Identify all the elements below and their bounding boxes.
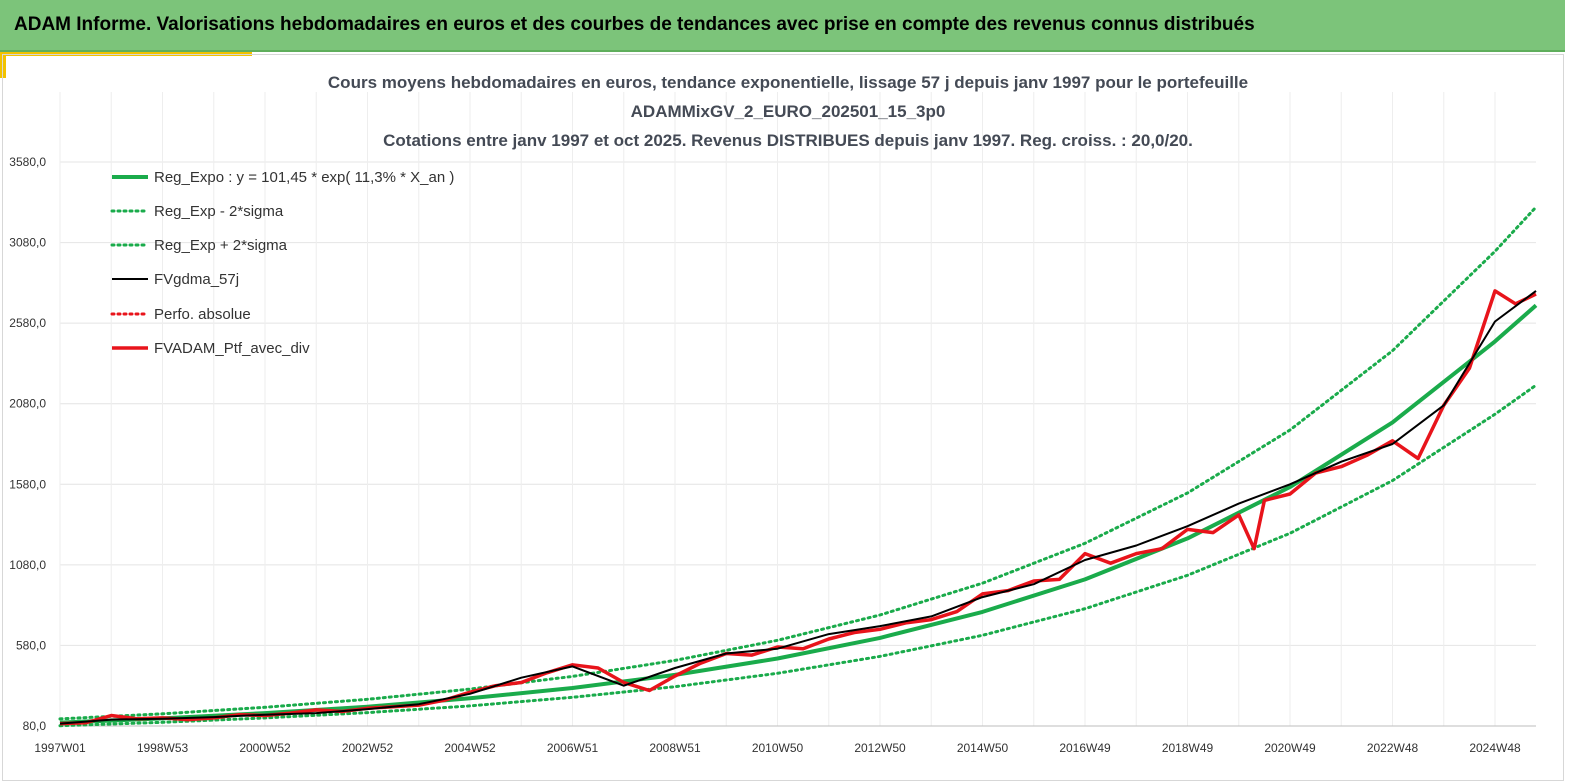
y-tick-label: 80,0	[23, 719, 47, 733]
x-tick-label: 2006W51	[547, 741, 599, 755]
x-tick-label: 2012W50	[854, 741, 906, 755]
chart-frame	[2, 54, 1564, 781]
legend-label-reg-expo: Reg_Expo : y = 101,45 * exp( 11,3% * X_a…	[154, 169, 454, 186]
x-tick-label: 2008W51	[649, 741, 701, 755]
y-tick-label: 2580,0	[9, 316, 46, 330]
x-tick-label: 2018W49	[1162, 741, 1214, 755]
series	[58, 205, 1538, 728]
x-tick-label: 2004W52	[444, 741, 496, 755]
series-line-1	[58, 383, 1538, 728]
y-tick-label: 2080,0	[9, 397, 46, 411]
y-tick-label: 3580,0	[9, 155, 46, 169]
x-tick-label: 2020W49	[1264, 741, 1316, 755]
x-tick-label: 1997W01	[34, 741, 86, 755]
banner-title: ADAM Informe. Valorisations hebdomadaire…	[14, 14, 1255, 35]
y-tick-label: 1080,0	[9, 558, 46, 572]
axes: 80,0 580,0 1080,0 1580,0 2080,0 2580,0 3080,0 3…	[9, 155, 1536, 755]
legend: Reg_Expo : y = 101,45 * exp( 11,3% * X_a…	[110, 169, 454, 357]
x-tick-label: 2022W48	[1367, 741, 1419, 755]
series-line-3	[59, 290, 1537, 725]
accent-bar-left	[0, 52, 6, 78]
x-tick-label: 2016W49	[1059, 741, 1111, 755]
chart-title-line-1: Cours moyens hebdomadaires en euros, ten…	[328, 73, 1248, 92]
x-tick-label: 2000W52	[239, 741, 291, 755]
y-tick-label: 1580,0	[9, 477, 46, 491]
legend-label-reg-exp-minus: Reg_Exp - 2*sigma	[154, 203, 284, 220]
chart-title-line-3: Cotations entre janv 1997 et oct 2025. R…	[383, 131, 1193, 150]
x-tick-label: 2010W50	[752, 741, 804, 755]
series-line-5	[59, 289, 1537, 726]
y-tick-label: 580,0	[16, 638, 46, 652]
chart-title: Cours moyens hebdomadaires en euros, ten…	[328, 73, 1248, 150]
grid	[59, 92, 1536, 727]
legend-label-portfolio: FVADAM_Ptf_avec_div	[154, 340, 310, 357]
legend-label-gdma: FVgdma_57j	[154, 271, 239, 288]
banner: ADAM Informe. Valorisations hebdomadaire…	[0, 0, 1565, 52]
chart-title-line-2: ADAMMixGV_2_EURO_202501_15_3p0	[631, 102, 946, 121]
x-tick-label: 2002W52	[342, 741, 394, 755]
series-line-0	[59, 303, 1538, 725]
legend-label-perfo: Perfo. absolue	[154, 306, 251, 323]
x-tick-label: 1998W53	[137, 741, 189, 755]
x-tick-label: 2014W50	[957, 741, 1009, 755]
x-tick-label: 2024W48	[1469, 741, 1521, 755]
series-line-2	[58, 205, 1538, 721]
legend-label-reg-exp-plus: Reg_Exp + 2*sigma	[154, 237, 288, 254]
y-tick-label: 3080,0	[9, 236, 46, 250]
